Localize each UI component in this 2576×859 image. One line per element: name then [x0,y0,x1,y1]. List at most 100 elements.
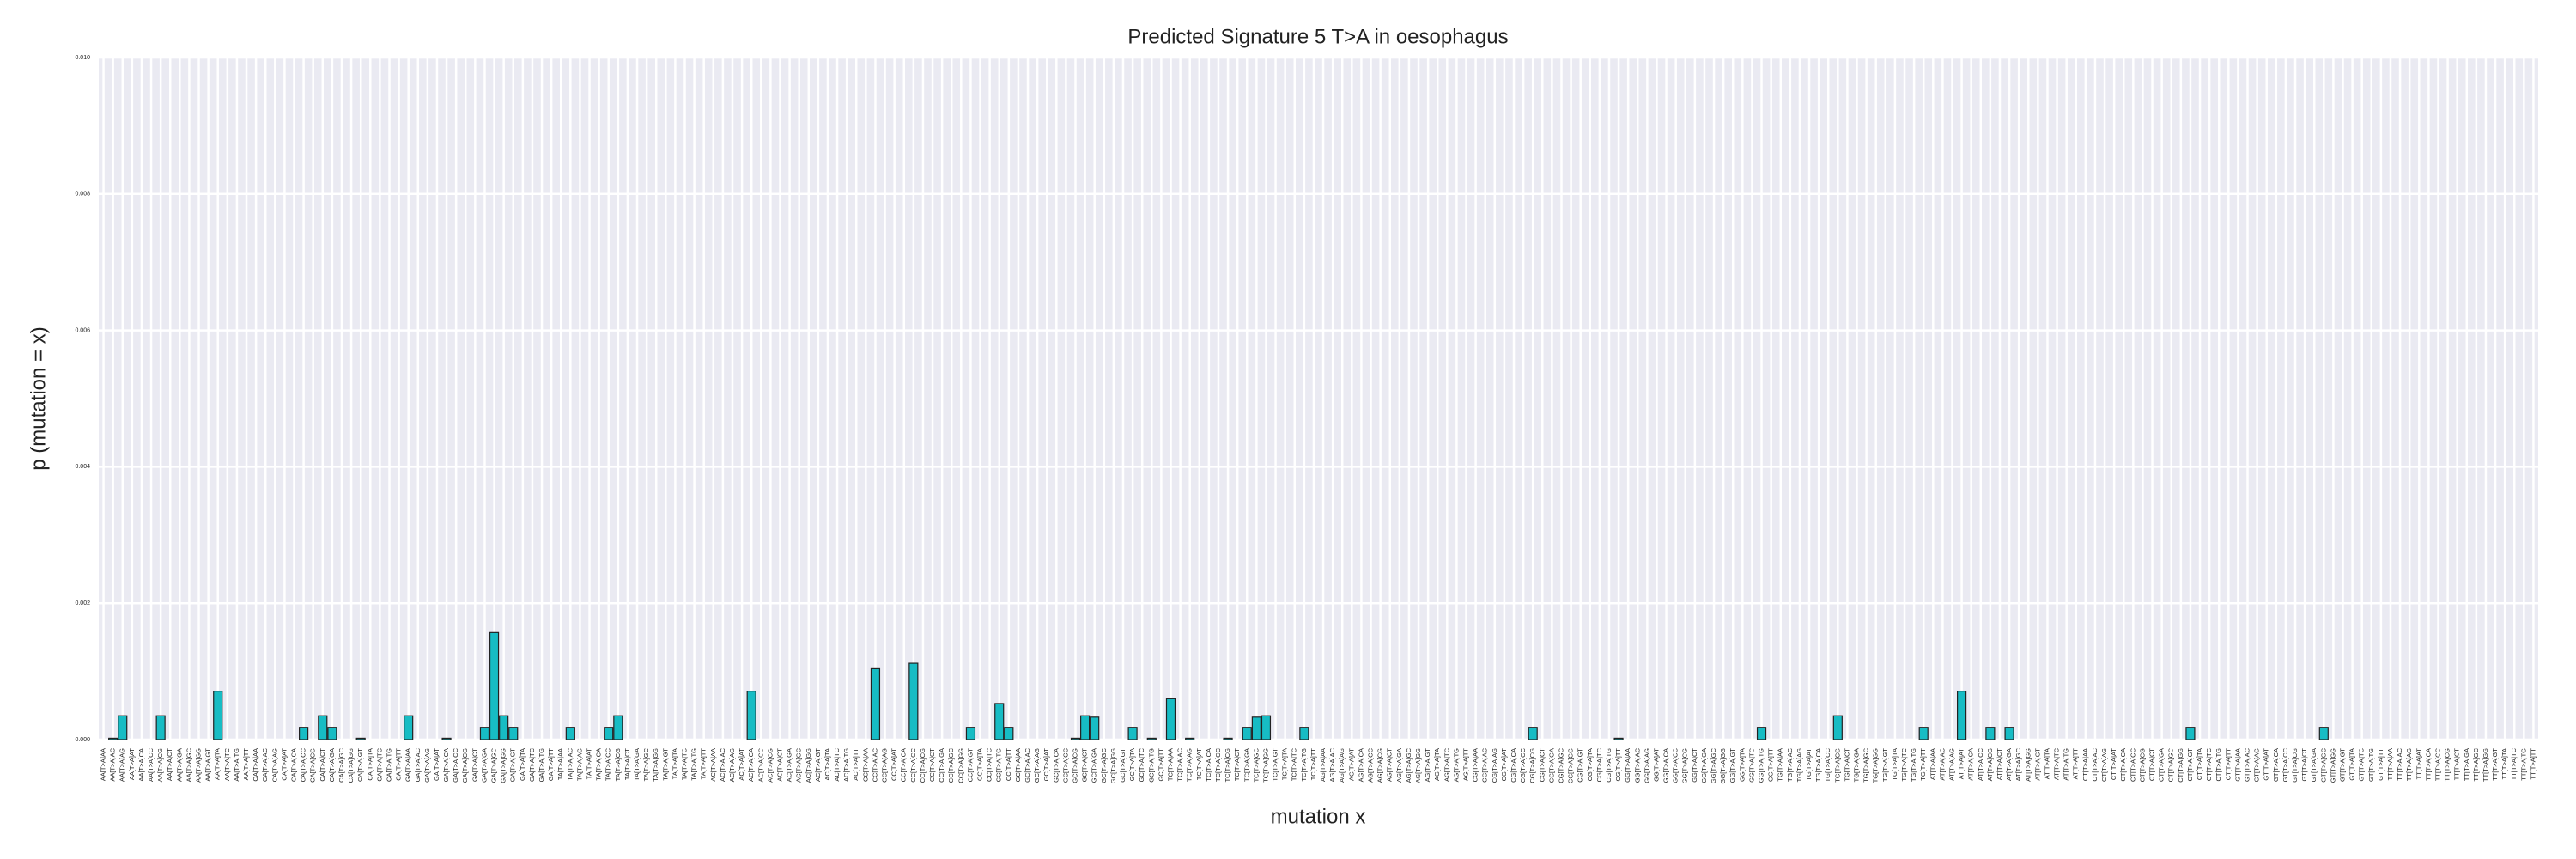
x-tick-label: AA[T>A]CT [166,748,173,782]
x-tick-label: TT[T>A]CG [2444,748,2451,782]
x-tick-label: AG[T>A]GG [1414,748,1422,783]
x-tick-label: CT[T>A]CC [2129,747,2136,782]
x-tick-label: AG[T>A]AG [1338,748,1346,783]
x-tick-label: TT[T>A]CC [2433,747,2441,781]
x-tick-label: CT[T>A]AC [2091,747,2099,781]
bar [318,715,328,740]
x-tick-label: CT[T>A]TA [2196,748,2203,780]
bar [1261,715,1272,740]
x-tick-label: GT[T>A]CA [2272,748,2280,782]
x-tick-label: AA[T>A]TC [223,747,231,781]
bar [870,667,881,740]
x-tick-label: CA[T>A]GT [356,748,364,782]
x-tick-label: AG[T>A]AA [1319,748,1327,782]
x-tick-label: CC[T>A]CA [900,748,908,782]
x-tick-label: CT[T>A]AA [2081,748,2089,781]
bar [1185,737,1195,740]
x-tick-label: GT[T>A]GG [2329,748,2336,783]
x-tick-label: GA[T>A]GT [509,748,517,783]
x-tick-label: AA[T>A]AA [100,748,107,781]
x-tick-label: CG[T>A]GT [1577,748,1584,783]
bar [965,727,976,740]
x-tick-label: CC[T>A]GT [966,748,974,783]
y-tick-label: 0.000 [75,737,90,743]
x-tick-label: TG[T>A]CG [1833,748,1841,783]
x-tick-label: TA[T>A]AT [586,748,593,780]
y-tick-label: 0.004 [75,464,90,470]
x-tick-label: TC[T>A]AA [1166,748,1174,781]
bar [2185,727,2196,740]
x-tick-label: CC[T>A]AT [890,748,898,781]
bar [604,727,614,740]
x-tick-label: GC[T>A]GC [1100,747,1108,783]
x-tick-label: GA[T>A]CT [471,748,478,782]
x-tick-label: TT[T>A]GA [2463,748,2470,781]
bar [1985,727,1996,740]
x-tick-label: GG[T>A]TT [1767,748,1775,782]
x-tick-label: GG[T>A]CC [1672,747,1680,783]
x-tick-label: GC[T>A]AG [1033,748,1041,783]
x-tick-label: AG[T>A]GC [1405,747,1413,783]
x-tick-label: TA[T>A]GC [642,747,650,781]
x-tick-label: GC[T>A]CT [1081,748,1089,783]
x-tick-label: GT[T>A]GA [2310,748,2318,782]
x-tick-label: CT[T>A]TC [2205,747,2213,781]
x-tick-label: GG[T>A]GA [1700,748,1708,783]
x-tick-label: AT[T>A]CC [1977,747,1984,781]
x-tick-label: GG[T>A]GT [1728,748,1736,783]
x-tick-label: GC[T>A]TC [1138,747,1145,782]
x-tick-label: TC[T>A]GA [1242,748,1250,782]
x-tick-label: GT[T>A]AT [2263,748,2270,781]
x-tick-label: TA[T>A]CT [623,748,631,781]
x-tick-label: CA[T>A]GG [347,748,355,783]
x-tick-label: AA[T>A]GA [175,748,183,782]
x-tick-label: TC[T>A]CG [1224,748,1231,783]
x-tick-label: GA[T>A]CG [461,748,469,783]
x-tick-label: TT[T>A]AT [2415,748,2422,780]
bar [1165,698,1176,740]
x-tick-label: AC[T>A]CC [756,747,764,782]
x-tick-label: GA[T>A]AA [404,748,412,782]
x-tick-label: CA[T>A]CT [319,748,326,782]
x-tick-label: TC[T>A]CT [1233,748,1241,782]
x-tick-label: GG[T>A]TG [1758,748,1765,783]
bar [1080,715,1091,740]
x-tick-label: CA[T>A]AT [280,748,288,781]
x-tick-label: CA[T>A]CC [300,747,307,782]
bar [213,691,223,740]
bar [299,727,309,740]
x-tick-label: AT[T>A]TC [2053,747,2061,780]
x-tick-label: TG[T>A]GC [1862,747,1870,782]
x-tick-label: TG[T>A]AA [1777,748,1784,782]
x-tick-label: CT[T>A]GC [2167,747,2175,782]
x-tick-label: CC[T>A]AA [861,748,869,782]
bar [2318,727,2329,740]
x-tick-label: TG[T>A]CT [1843,748,1850,782]
x-tick-label: AC[T>A]AT [738,748,745,781]
x-tick-label: GT[T>A]GT [2338,748,2346,782]
x-tick-label: AC[T>A]CG [766,748,774,783]
x-tick-label: TC[T>A]TG [1300,748,1308,782]
x-tick-label: CT[T>A]TG [2215,748,2222,782]
x-tick-label: GC[T>A]TT [1157,748,1164,782]
bar [2004,727,2014,740]
x-tick-label: AC[T>A]AG [728,748,736,783]
x-axis-label: mutation x [1271,805,1366,828]
x-tick-label: TT[T>A]AA [2386,748,2394,780]
x-tick-label: AA[T>A]CA [137,748,145,782]
x-tick-label: AA[T>A]TA [214,748,222,780]
bar [404,715,414,740]
bar [565,727,575,740]
x-tick-label: CG[T>A]TT [1614,748,1622,782]
bar [746,691,756,740]
x-tick-label: TA[T>A]TA [671,748,678,779]
bar [118,715,128,740]
x-tick-label: CG[T>A]TA [1586,748,1594,781]
x-tick-label: AA[T>A]CC [147,747,155,782]
x-tick-label: AG[T>A]AC [1328,747,1336,782]
x-tick-label: CG[T>A]CG [1528,748,1536,783]
x-tick-label: GT[T>A]CC [2281,747,2289,782]
x-tick-label: CT[T>A]AT [2110,748,2117,781]
x-tick-label: GT[T>A]AA [2233,748,2241,782]
